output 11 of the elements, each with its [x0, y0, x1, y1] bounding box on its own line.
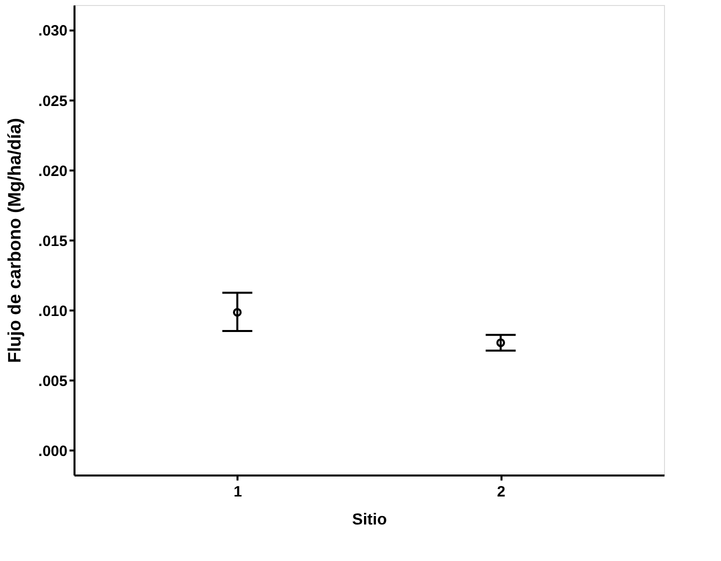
x-axis-title: Sitio: [352, 512, 388, 528]
y-tick-label: .005: [38, 372, 68, 390]
y-tick-label: .010: [38, 302, 68, 320]
y-tick-label: .020: [38, 162, 68, 180]
y-axis-title: Flujo de carbono (Mg/ha/día): [4, 118, 24, 363]
y-tick-label: .015: [38, 232, 68, 250]
y-tick-label: .030: [38, 22, 68, 40]
x-tick-label: 2: [497, 484, 506, 500]
y-tick-label: .000: [38, 442, 68, 460]
y-tick-label: .025: [38, 92, 68, 110]
x-tick-label: 1: [234, 484, 242, 500]
